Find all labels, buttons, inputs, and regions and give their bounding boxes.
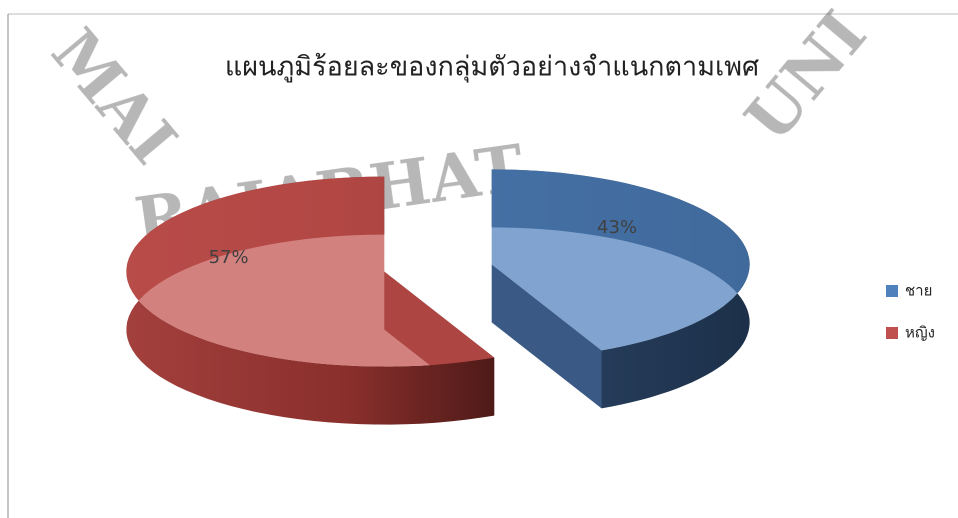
- slice: [491, 169, 750, 351]
- slice: [126, 176, 495, 367]
- legend-swatch: [886, 285, 898, 297]
- pie: 43% 57%: [126, 169, 750, 425]
- chart-title: แผนภูมิร้อยละของกลุ่มตัวอย่างจำแนกตามเพศ: [225, 52, 759, 84]
- watermark-text: MAI: [37, 15, 191, 178]
- legend-swatch: [886, 327, 898, 339]
- legend-label: หญิง: [905, 324, 935, 342]
- data-label: 43%: [597, 217, 637, 238]
- legend-label: ชาย: [905, 282, 932, 300]
- data-label: 57%: [209, 247, 249, 268]
- slice-wall: [491, 264, 602, 409]
- watermark: MAIRAJABHATUNI: [37, 0, 882, 259]
